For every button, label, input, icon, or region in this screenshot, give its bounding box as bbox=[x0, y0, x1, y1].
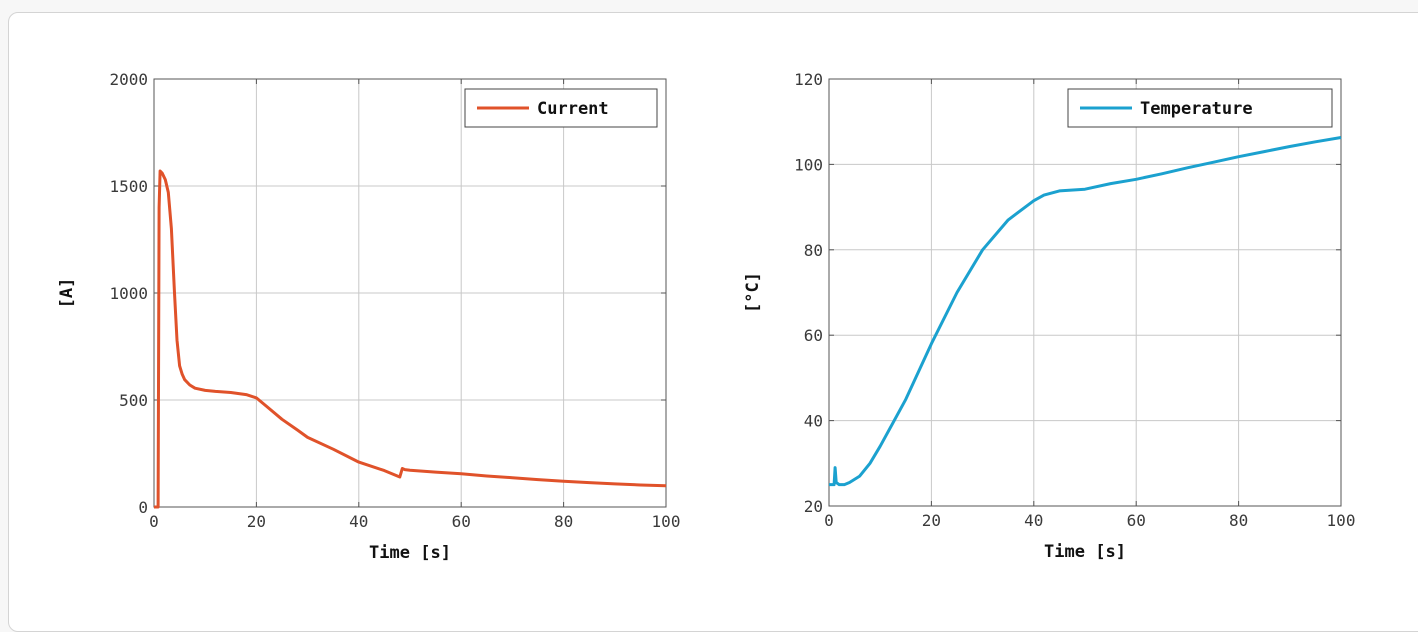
y-axis-label: [°C] bbox=[743, 272, 763, 313]
y-tick-label: 2000 bbox=[109, 70, 148, 89]
x-tick-label: 80 bbox=[554, 512, 573, 531]
y-axis-label: [A] bbox=[57, 278, 77, 309]
x-tick-label: 40 bbox=[349, 512, 368, 531]
y-tick-label: 0 bbox=[138, 498, 148, 517]
y-tick-label: 100 bbox=[794, 155, 823, 174]
x-tick-label: 20 bbox=[247, 512, 266, 531]
x-tick-label: 100 bbox=[652, 512, 681, 531]
x-axis-label: Time [s] bbox=[1044, 542, 1126, 562]
y-tick-label: 60 bbox=[804, 326, 823, 345]
y-tick-label: 1000 bbox=[109, 284, 148, 303]
x-tick-label: 40 bbox=[1024, 511, 1043, 530]
y-tick-label: 500 bbox=[119, 391, 148, 410]
series-line-temperature bbox=[829, 136, 1342, 487]
y-tick-label: 120 bbox=[794, 70, 823, 89]
y-tick-label: 80 bbox=[804, 241, 823, 260]
y-tick-label: 40 bbox=[804, 412, 823, 431]
series-line-current bbox=[154, 169, 667, 509]
y-tick-label: 20 bbox=[804, 497, 823, 516]
x-tick-label: 20 bbox=[922, 511, 941, 530]
x-tick-label: 0 bbox=[824, 511, 834, 530]
x-tick-label: 100 bbox=[1327, 511, 1356, 530]
legend-label: Temperature bbox=[1140, 99, 1253, 119]
legend-label: Current bbox=[537, 99, 609, 119]
plot-area bbox=[828, 78, 1342, 507]
x-tick-label: 60 bbox=[1127, 511, 1146, 530]
x-tick-label: 0 bbox=[149, 512, 159, 531]
y-tick-label: 1500 bbox=[109, 177, 148, 196]
x-tick-label: 60 bbox=[452, 512, 471, 531]
x-axis-label: Time [s] bbox=[369, 543, 451, 563]
x-tick-label: 80 bbox=[1229, 511, 1248, 530]
